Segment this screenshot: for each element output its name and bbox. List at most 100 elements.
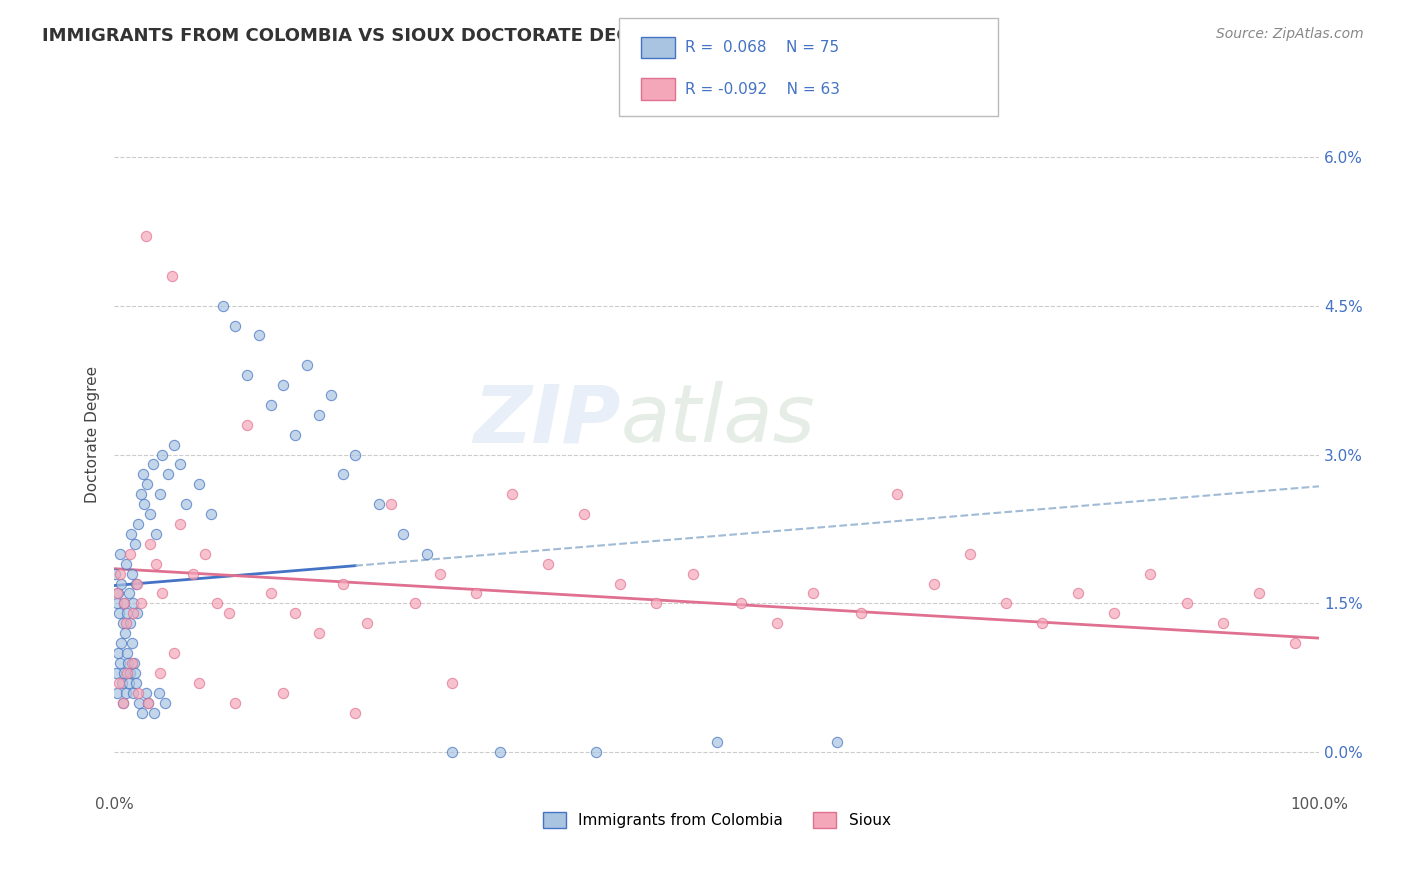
Point bbox=[134, 229, 156, 244]
Point bbox=[145, 527, 167, 541]
Point bbox=[110, 566, 132, 581]
Point bbox=[922, 576, 945, 591]
Point bbox=[108, 607, 131, 621]
Point bbox=[134, 686, 156, 700]
Point bbox=[169, 516, 191, 531]
Point bbox=[260, 398, 283, 412]
Point bbox=[380, 497, 402, 511]
Point bbox=[218, 607, 240, 621]
Point bbox=[150, 586, 173, 600]
Point bbox=[572, 507, 595, 521]
Y-axis label: Doctorate Degree: Doctorate Degree bbox=[86, 366, 100, 503]
Point bbox=[117, 665, 139, 680]
Point bbox=[440, 745, 463, 759]
Point bbox=[117, 586, 139, 600]
Point bbox=[118, 547, 141, 561]
Point bbox=[308, 626, 330, 640]
Point bbox=[488, 745, 510, 759]
Point bbox=[120, 527, 142, 541]
Point bbox=[111, 616, 134, 631]
Point bbox=[319, 388, 342, 402]
Point bbox=[994, 596, 1017, 610]
Point bbox=[105, 586, 128, 600]
Point bbox=[121, 656, 143, 670]
Point bbox=[825, 735, 848, 749]
Point bbox=[344, 448, 367, 462]
Point bbox=[121, 566, 143, 581]
Point bbox=[464, 586, 486, 600]
Point bbox=[110, 636, 132, 650]
Point bbox=[440, 675, 463, 690]
Point bbox=[193, 547, 215, 561]
Point bbox=[108, 675, 131, 690]
Point bbox=[404, 596, 426, 610]
Point bbox=[115, 646, 138, 660]
Point bbox=[131, 706, 153, 720]
Point bbox=[117, 607, 139, 621]
Point bbox=[114, 626, 136, 640]
Point bbox=[142, 458, 165, 472]
Point bbox=[1284, 636, 1306, 650]
Point bbox=[260, 586, 283, 600]
Point bbox=[224, 696, 246, 710]
Point bbox=[537, 557, 560, 571]
Point bbox=[247, 328, 270, 343]
Point bbox=[1212, 616, 1234, 631]
Text: R =  0.068    N = 75: R = 0.068 N = 75 bbox=[685, 40, 839, 54]
Point bbox=[187, 675, 209, 690]
Point bbox=[187, 477, 209, 491]
Point bbox=[801, 586, 824, 600]
Point bbox=[112, 596, 135, 610]
Point bbox=[105, 665, 128, 680]
Point bbox=[122, 656, 145, 670]
Point bbox=[766, 616, 789, 631]
Point bbox=[110, 547, 132, 561]
Point bbox=[121, 686, 143, 700]
Point bbox=[211, 299, 233, 313]
Point bbox=[308, 408, 330, 422]
Point bbox=[112, 596, 135, 610]
Point bbox=[356, 616, 378, 631]
Point bbox=[645, 596, 668, 610]
Point bbox=[118, 675, 141, 690]
Point bbox=[125, 607, 148, 621]
Point bbox=[416, 547, 439, 561]
Point bbox=[142, 706, 165, 720]
Point bbox=[129, 487, 152, 501]
Point bbox=[121, 636, 143, 650]
Point bbox=[1067, 586, 1090, 600]
Point bbox=[284, 427, 307, 442]
Point bbox=[682, 566, 704, 581]
Point bbox=[181, 566, 204, 581]
Point bbox=[332, 467, 354, 482]
Point bbox=[609, 576, 631, 591]
Point bbox=[163, 646, 186, 660]
Point bbox=[120, 665, 142, 680]
Point bbox=[108, 656, 131, 670]
Point bbox=[110, 576, 132, 591]
Point bbox=[271, 686, 294, 700]
Point bbox=[107, 646, 129, 660]
Point bbox=[585, 745, 607, 759]
Point bbox=[205, 596, 228, 610]
Point bbox=[1139, 566, 1161, 581]
Point bbox=[124, 665, 146, 680]
Point bbox=[235, 417, 257, 432]
Point bbox=[125, 576, 148, 591]
Point bbox=[139, 507, 162, 521]
Point bbox=[332, 576, 354, 591]
Point bbox=[105, 596, 128, 610]
Point bbox=[136, 696, 159, 710]
Point bbox=[104, 566, 127, 581]
Point bbox=[169, 458, 191, 472]
Point bbox=[105, 686, 128, 700]
Point bbox=[149, 665, 172, 680]
Point bbox=[429, 566, 451, 581]
Point bbox=[125, 576, 148, 591]
Point bbox=[128, 696, 150, 710]
Point bbox=[117, 656, 139, 670]
Point bbox=[886, 487, 908, 501]
Point bbox=[145, 557, 167, 571]
Point bbox=[1175, 596, 1198, 610]
Point bbox=[501, 487, 523, 501]
